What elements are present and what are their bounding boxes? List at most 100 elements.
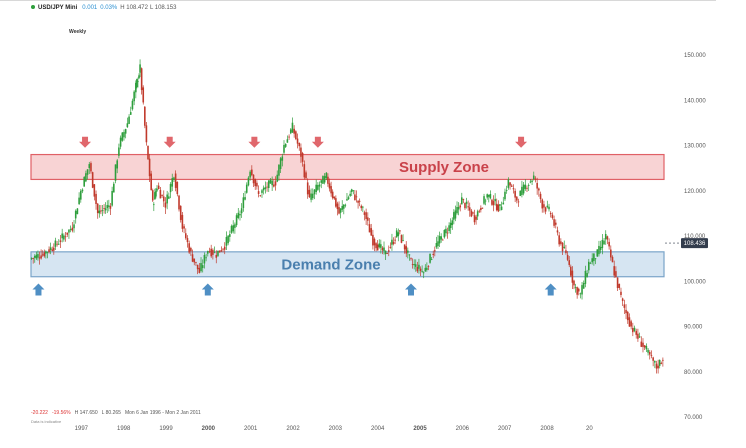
candle-body xyxy=(38,257,41,259)
candle-body xyxy=(207,251,209,254)
candle-body xyxy=(148,158,151,177)
candle-body xyxy=(357,200,359,203)
candle-body xyxy=(191,254,194,262)
candle-body xyxy=(373,238,376,246)
candle-body xyxy=(63,235,65,240)
candle-body xyxy=(509,182,511,186)
up-arrow-icon xyxy=(405,283,417,296)
range-change: -20.222 xyxy=(31,410,48,416)
candle-body xyxy=(269,179,272,184)
data-disclaimer: Data is indicative xyxy=(31,419,62,424)
candle-body xyxy=(367,217,369,221)
candle-body xyxy=(279,158,282,170)
candle-body xyxy=(212,249,214,255)
candle-body xyxy=(230,225,233,233)
candle-body xyxy=(384,250,387,255)
date-range: Mon 6 Jan 1996 - Mon 2 Jan 2011 xyxy=(124,410,201,416)
demand-zone xyxy=(30,251,665,278)
candle-body xyxy=(237,212,240,218)
candle-body xyxy=(86,169,89,175)
candle-body xyxy=(610,249,612,258)
candle-body xyxy=(414,264,417,267)
candle-body xyxy=(637,333,639,339)
candle-body xyxy=(276,174,279,182)
candle-body xyxy=(519,190,522,196)
candle-body xyxy=(368,224,371,233)
arrows-layer xyxy=(32,136,557,296)
candle-body xyxy=(203,254,206,264)
candle-body xyxy=(581,285,583,295)
candle-body xyxy=(457,207,460,210)
candle-body xyxy=(139,64,141,73)
candle-body xyxy=(128,116,130,124)
candle-body xyxy=(286,139,289,143)
x-tick-label: 2008 xyxy=(540,426,554,432)
timeframe-label[interactable]: Weekly xyxy=(69,29,87,35)
candle-body xyxy=(310,193,312,200)
down-arrow-icon xyxy=(248,136,261,148)
candle-body xyxy=(438,236,441,244)
candle-body xyxy=(579,293,582,295)
x-tick-label: 2002 xyxy=(286,426,300,432)
candle-body xyxy=(504,191,506,200)
candle-body xyxy=(381,247,384,251)
candle-body xyxy=(176,181,179,195)
candle-body xyxy=(521,186,523,195)
candle-body xyxy=(553,219,555,226)
candle-body xyxy=(96,203,99,214)
candle-body xyxy=(183,226,185,229)
candle-body xyxy=(76,208,79,215)
candle-body xyxy=(218,250,221,253)
candle-body xyxy=(603,240,605,245)
candle-body xyxy=(507,179,510,188)
down-arrow-icon xyxy=(79,136,92,148)
candle-body xyxy=(156,188,158,191)
candle-body xyxy=(606,236,609,240)
candle-body xyxy=(640,341,643,347)
candle-body xyxy=(480,208,482,211)
y-tick-label: 110.000 xyxy=(684,234,706,240)
range-summary: -20.222 -19.56% H 147.650 L 80.265 Mon 6 Jan… xyxy=(31,410,205,416)
candle-body xyxy=(341,205,344,210)
instrument-symbol[interactable]: USD/JPY Mini xyxy=(38,5,78,11)
candle-body xyxy=(419,268,422,271)
candle-body xyxy=(210,248,212,257)
candle-body xyxy=(391,239,393,245)
candle-body xyxy=(201,265,204,269)
candle-body xyxy=(46,252,49,253)
candle-body xyxy=(526,187,528,189)
candle-body xyxy=(426,267,428,270)
candle-body xyxy=(186,238,189,243)
candle-body xyxy=(126,123,129,128)
candle-body xyxy=(223,246,226,250)
candle-body xyxy=(421,271,423,272)
candle-body xyxy=(234,224,236,228)
candle-body xyxy=(328,183,331,189)
candle-body xyxy=(461,197,463,205)
candle-body xyxy=(220,250,223,252)
candle-body xyxy=(601,239,604,249)
candle-body xyxy=(440,236,442,240)
candle-body xyxy=(492,201,495,206)
y-tick-label: 80.000 xyxy=(684,370,703,376)
candle-body xyxy=(486,194,488,198)
price-change: 0.001 xyxy=(82,5,98,11)
candle-body xyxy=(284,143,287,147)
candle-body xyxy=(427,265,430,267)
candle-body xyxy=(193,258,196,263)
candle-body xyxy=(543,204,545,208)
candle-body xyxy=(532,175,535,179)
down-arrow-icon xyxy=(163,136,176,148)
candle-body xyxy=(108,205,110,207)
candle-body xyxy=(103,208,105,210)
candle-body xyxy=(407,250,409,253)
candle-body xyxy=(517,201,520,203)
candle-body xyxy=(437,241,439,247)
candle-body xyxy=(476,211,479,217)
candle-body xyxy=(481,207,484,209)
candle-body xyxy=(386,253,388,254)
candle-body xyxy=(179,205,182,220)
candle-body xyxy=(335,198,337,207)
candle-body xyxy=(229,234,231,237)
